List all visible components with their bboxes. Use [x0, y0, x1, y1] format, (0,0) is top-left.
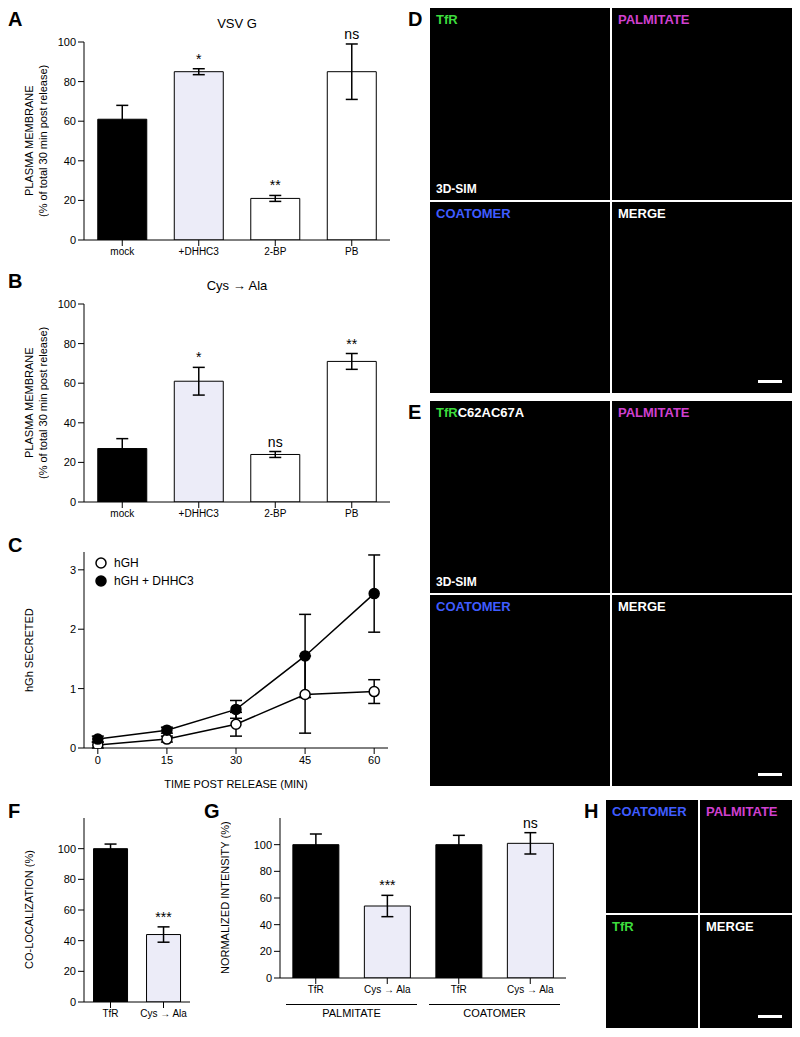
- html-text:PLASMA MEMBRANE: PLASMA MEMBRANE: [23, 85, 35, 197]
- svg-text:mock: mock: [110, 246, 135, 257]
- html-text:(% of total 30 min post releas: (% of total 30 min post release): [37, 64, 49, 218]
- svg-text:20: 20: [64, 456, 76, 468]
- svg-text:20: 20: [260, 945, 272, 957]
- html-text:TfR C62AC67A: TfR C62AC67A: [436, 405, 525, 420]
- html-text:COATOMER: COATOMER: [612, 804, 687, 819]
- svg-text:Cys → Ala: Cys → Ala: [140, 1008, 187, 1019]
- svg-text:60: 60: [260, 892, 272, 904]
- svg-text:***: ***: [379, 877, 396, 893]
- html-text:B: B: [8, 270, 23, 292]
- svg-text:20: 20: [64, 965, 76, 977]
- svg-text:80: 80: [64, 873, 76, 885]
- html-text:hGH + DHHC3: hGH + DHHC3: [114, 574, 194, 588]
- html-text:MERGE: MERGE: [618, 598, 666, 614]
- html-text:PLASMA MEMBRANE: PLASMA MEMBRANE: [23, 347, 35, 459]
- html-text:PALMITATE: PALMITATE: [618, 12, 690, 27]
- html-text:COATOMER: COATOMER: [463, 1007, 526, 1019]
- svg-text:100: 100: [58, 36, 76, 48]
- svg-text:**: **: [346, 336, 357, 352]
- html-text:MERGE: MERGE: [706, 919, 754, 934]
- svg-text:PB: PB: [345, 508, 359, 519]
- html-text:H: H: [584, 800, 599, 822]
- svg-text:40: 40: [64, 417, 76, 429]
- svg-text:**: **: [270, 177, 281, 193]
- svg-text:3: 3: [70, 564, 76, 576]
- svg-text:60: 60: [64, 377, 76, 389]
- svg-text:40: 40: [64, 935, 76, 947]
- svg-text:PB: PB: [345, 246, 359, 257]
- svg-text:2-BP: 2-BP: [264, 508, 287, 519]
- html-text:PALMITATE: PALMITATE: [706, 804, 778, 819]
- svg-text:15: 15: [161, 754, 173, 766]
- html-text:TfR: TfR: [612, 919, 634, 934]
- svg-text:0: 0: [70, 996, 76, 1008]
- html-text:TfR: TfR: [436, 12, 458, 27]
- svg-text:1: 1: [70, 683, 76, 695]
- html-text:CO-LOCALIZATION (%): CO-LOCALIZATION (%): [23, 850, 35, 970]
- svg-text:TIME POST RELEASE (MIN): TIME POST RELEASE (MIN): [164, 778, 307, 790]
- svg-text:ns: ns: [344, 26, 359, 42]
- html-text:C: C: [8, 534, 23, 556]
- svg-text:80: 80: [64, 76, 76, 88]
- svg-text:80: 80: [64, 338, 76, 350]
- svg-text:TfR: TfR: [308, 984, 324, 995]
- svg-text:100: 100: [58, 843, 76, 855]
- svg-text:0: 0: [95, 754, 101, 766]
- html-text:A: A: [8, 8, 23, 30]
- svg-text:ns: ns: [523, 815, 538, 831]
- svg-text:40: 40: [64, 155, 76, 167]
- svg-text:*: *: [196, 51, 202, 67]
- svg-text:mock: mock: [110, 508, 135, 519]
- svg-text:60: 60: [64, 115, 76, 127]
- svg-text:Cys → Ala: Cys → Ala: [364, 984, 411, 995]
- html-text:COATOMER: COATOMER: [436, 598, 511, 614]
- svg-text:2-BP: 2-BP: [264, 246, 287, 257]
- html-text:NORMALIZED INTENSITY (%): NORMALIZED INTENSITY (%): [219, 821, 231, 975]
- svg-text:ns: ns: [268, 434, 283, 450]
- html-text:G: G: [204, 800, 220, 822]
- svg-text:2: 2: [70, 623, 76, 635]
- svg-text:0: 0: [70, 234, 76, 246]
- html-text:3D-SIM: 3D-SIM: [436, 181, 477, 196]
- html-text:PALMITATE: PALMITATE: [322, 1007, 381, 1019]
- svg-text:30: 30: [230, 754, 242, 766]
- svg-text:+DHHC3: +DHHC3: [179, 508, 220, 519]
- svg-text:+DHHC3: +DHHC3: [179, 246, 220, 257]
- html-text:F: F: [8, 800, 21, 822]
- html-text:E: E: [408, 401, 422, 423]
- svg-text:0: 0: [70, 742, 76, 754]
- svg-text:TfR: TfR: [102, 1008, 118, 1019]
- html-text:Cys → Ala: Cys → Ala: [206, 278, 268, 293]
- svg-text:0: 0: [70, 496, 76, 508]
- svg-text:60: 60: [64, 904, 76, 916]
- html-text:VSV G: VSV G: [217, 16, 257, 31]
- svg-text:0: 0: [266, 972, 272, 984]
- svg-text:60: 60: [368, 754, 380, 766]
- svg-text:100: 100: [254, 839, 272, 851]
- html-text:COATOMER: COATOMER: [436, 205, 511, 221]
- svg-text:20: 20: [64, 194, 76, 206]
- svg-text:***: ***: [155, 909, 172, 925]
- html-text:MERGE: MERGE: [618, 205, 666, 221]
- html-text:hGh SECRETED: hGh SECRETED: [23, 608, 35, 692]
- svg-text:*: *: [196, 349, 202, 365]
- svg-text:100: 100: [58, 298, 76, 310]
- html-text:3D-SIM: 3D-SIM: [436, 574, 477, 589]
- svg-text:Cys → Ala: Cys → Ala: [507, 984, 554, 995]
- svg-text:40: 40: [260, 919, 272, 931]
- html-text:PALMITATE: PALMITATE: [618, 405, 690, 420]
- svg-text:80: 80: [260, 865, 272, 877]
- svg-text:TfR: TfR: [451, 984, 467, 995]
- html-text:hGH: hGH: [114, 556, 139, 570]
- html-text:(% of total 30 min post releas: (% of total 30 min post release): [37, 326, 49, 480]
- html-text:D: D: [408, 8, 423, 30]
- svg-text:45: 45: [299, 754, 311, 766]
